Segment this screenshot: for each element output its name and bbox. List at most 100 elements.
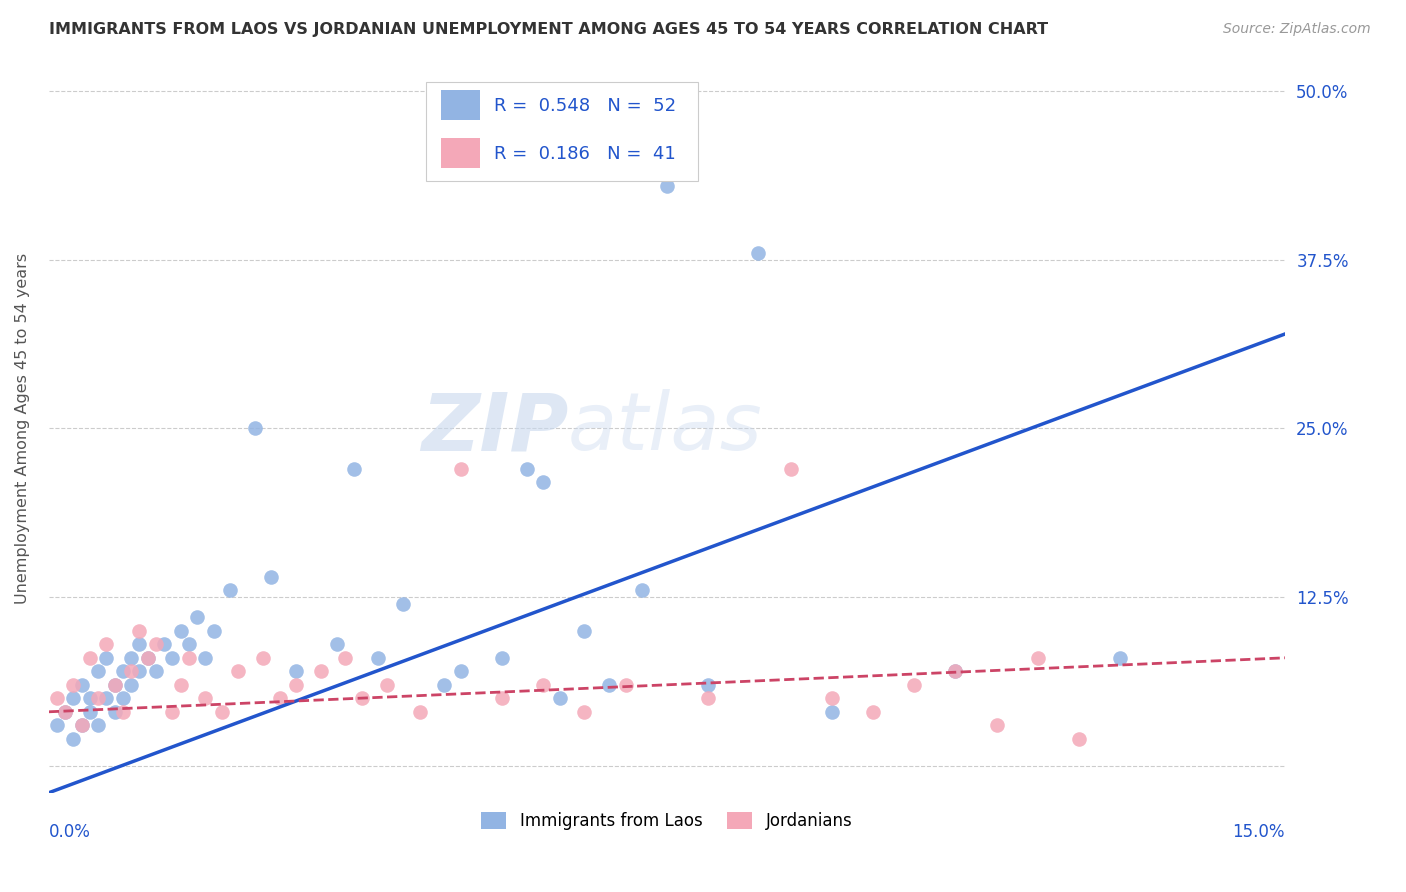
Point (120, 650, 142, 665)
Point (697, 678, 720, 692)
Point (219, 583, 242, 598)
Point (779, 462, 801, 476)
Point (903, 678, 925, 692)
Point (145, 637, 167, 651)
Point (104, 705, 127, 719)
Point (62, 731, 84, 746)
Point (285, 678, 308, 692)
Point (243, 421, 266, 435)
Point (186, 610, 208, 624)
Point (450, 665, 472, 679)
Point (433, 678, 456, 692)
Point (531, 678, 554, 692)
Point (104, 678, 127, 692)
Point (491, 650, 513, 665)
Point (46, 691, 69, 706)
Point (145, 665, 167, 679)
Point (194, 650, 217, 665)
Point (574, 624, 596, 638)
Point (309, 665, 332, 679)
Point (128, 665, 150, 679)
Point (79, 691, 101, 706)
Point (162, 705, 184, 719)
Point (408, 705, 430, 719)
Point (79, 650, 101, 665)
Point (128, 637, 150, 651)
FancyBboxPatch shape (440, 138, 481, 169)
Point (87, 718, 110, 732)
Point (326, 637, 349, 651)
Point (285, 665, 308, 679)
Y-axis label: Unemployment Among Ages 45 to 54 years: Unemployment Among Ages 45 to 54 years (15, 252, 30, 604)
Text: 15.0%: 15.0% (1233, 823, 1285, 841)
Point (367, 650, 389, 665)
Point (986, 718, 1008, 732)
Point (1026, 650, 1049, 665)
Point (821, 691, 844, 706)
Point (392, 597, 415, 611)
Point (111, 691, 134, 706)
Text: R =  0.186   N =  41: R = 0.186 N = 41 (494, 145, 675, 162)
Point (516, 462, 538, 476)
Point (136, 650, 159, 665)
Point (104, 678, 127, 692)
Point (53, 705, 76, 719)
Point (62, 678, 84, 692)
Point (202, 624, 225, 638)
Point (375, 678, 398, 692)
Point (269, 691, 291, 706)
Point (162, 650, 184, 665)
Point (128, 624, 150, 638)
Point (343, 462, 366, 476)
FancyBboxPatch shape (440, 90, 481, 120)
Point (1109, 650, 1132, 665)
Point (46, 718, 69, 732)
Point (53, 705, 76, 719)
Point (96, 650, 118, 665)
Point (96, 637, 118, 651)
Point (96, 691, 118, 706)
Point (252, 650, 274, 665)
Point (574, 705, 596, 719)
Point (169, 678, 191, 692)
Point (821, 705, 844, 719)
Point (450, 462, 472, 476)
FancyBboxPatch shape (426, 82, 697, 181)
Point (531, 475, 554, 490)
Point (79, 705, 101, 719)
Point (70, 718, 93, 732)
Point (87, 691, 110, 706)
Point (350, 691, 373, 706)
Point (491, 691, 513, 706)
Point (631, 583, 654, 598)
Point (945, 665, 967, 679)
Point (136, 650, 159, 665)
Point (747, 246, 769, 260)
Point (153, 637, 176, 651)
Point (228, 665, 250, 679)
Legend: Immigrants from Laos, Jordanians: Immigrants from Laos, Jordanians (475, 805, 859, 837)
Point (62, 691, 84, 706)
Point (945, 665, 967, 679)
Point (169, 624, 191, 638)
Text: 0.0%: 0.0% (49, 823, 90, 841)
Point (862, 705, 884, 719)
Point (70, 718, 93, 732)
Point (614, 678, 637, 692)
Text: ZIP: ZIP (420, 390, 568, 467)
Point (194, 691, 217, 706)
Point (335, 650, 357, 665)
Point (177, 650, 200, 665)
Point (598, 678, 620, 692)
Point (1067, 731, 1090, 746)
Point (260, 570, 283, 584)
Point (211, 705, 233, 719)
Text: Source: ZipAtlas.com: Source: ZipAtlas.com (1223, 22, 1371, 37)
Point (120, 678, 142, 692)
Point (111, 665, 134, 679)
Text: IMMIGRANTS FROM LAOS VS JORDANIAN UNEMPLOYMENT AMONG AGES 45 TO 54 YEARS CORRELA: IMMIGRANTS FROM LAOS VS JORDANIAN UNEMPL… (49, 22, 1049, 37)
Text: R =  0.548   N =  52: R = 0.548 N = 52 (494, 97, 676, 115)
Point (70, 678, 93, 692)
Point (548, 691, 571, 706)
Point (87, 665, 110, 679)
